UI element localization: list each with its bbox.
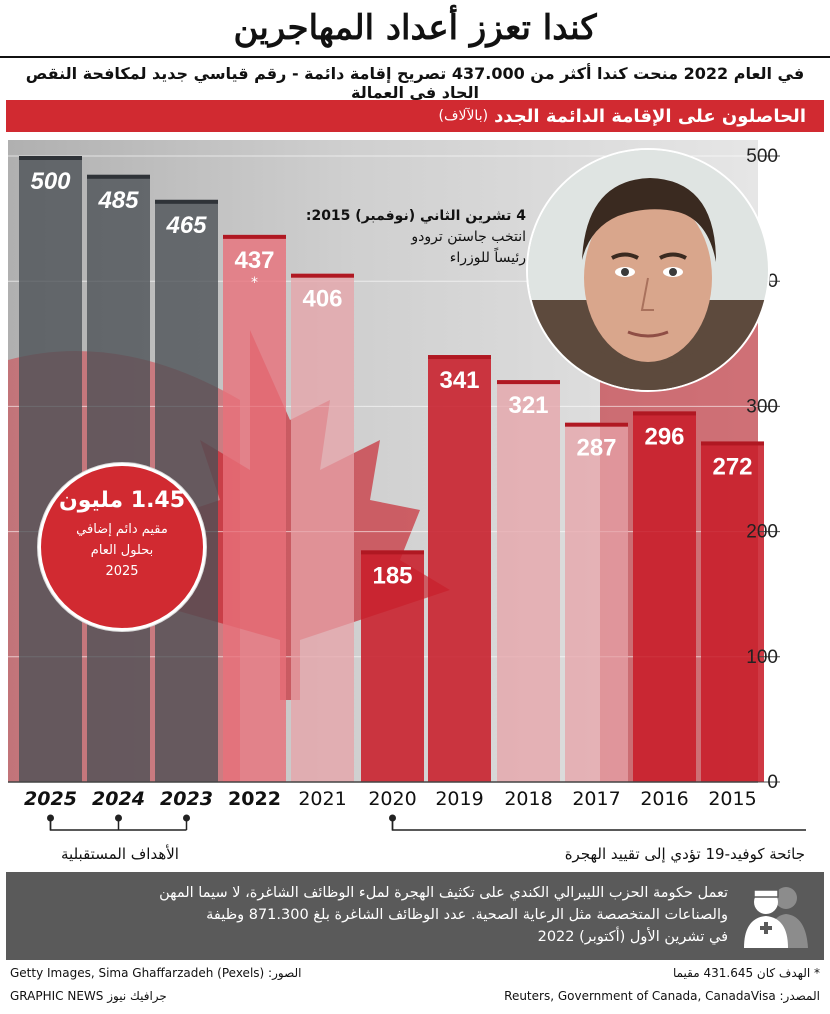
bar-value-label: 500 bbox=[30, 168, 71, 195]
stat-description: مقيم دائم إضافي بحلول العام 2025 bbox=[41, 519, 203, 582]
x-tick-label: 2021 bbox=[298, 788, 347, 810]
y-tick-label: 300 bbox=[746, 396, 778, 417]
bar-cap bbox=[701, 441, 764, 446]
covid-bracket bbox=[389, 814, 806, 831]
x-tick-label: 2019 bbox=[435, 788, 484, 810]
annotation-date: 4 تشرين الثاني (نوفمبر) 2015: bbox=[305, 208, 526, 224]
bar bbox=[565, 422, 628, 782]
graphic-news-logo: GRAPHIC NEWS جرافيك نيوز bbox=[10, 989, 167, 1003]
future-targets-label: الأهداف المستقبلية bbox=[61, 845, 179, 863]
info-text: تعمل حكومة الحزب الليبرالي الكندي على تك… bbox=[88, 882, 728, 948]
bar-value-label: 465 bbox=[165, 212, 207, 239]
covid-label: جائحة كوفيد-19 تؤدي إلى تقييد الهجرة bbox=[564, 845, 805, 863]
x-tick-label: 2025 bbox=[24, 788, 77, 810]
x-tick-label: 2020 bbox=[368, 788, 417, 810]
x-tick-label: 2017 bbox=[572, 788, 621, 810]
x-tick-label: 2015 bbox=[708, 788, 757, 810]
footnote-marker: * bbox=[251, 275, 258, 291]
future-targets-bracket bbox=[47, 814, 190, 831]
info-line-2: والصناعات المتخصصة مثل الرعاية الصحية. ع… bbox=[206, 907, 728, 923]
annotation-line-1: انتخب جاستن ترودو bbox=[411, 229, 526, 245]
election-annotation: 4 تشرين الثاني (نوفمبر) 2015: انتخب جاست… bbox=[296, 206, 526, 269]
info-line-1: تعمل حكومة الحزب الليبرالي الكندي على تك… bbox=[159, 885, 728, 901]
bar-value-label: 287 bbox=[576, 435, 616, 462]
stat-value: 1.45 مليون bbox=[58, 488, 186, 513]
annotation-line-2: رئيساً للوزراء bbox=[449, 250, 526, 266]
stat-line-3: 2025 bbox=[105, 564, 139, 579]
stat-line-2: بحلول العام bbox=[90, 543, 154, 558]
bar-value-label: 341 bbox=[439, 367, 479, 394]
footnote: * الهدف كان 431.645 مقيما bbox=[672, 966, 820, 980]
health-workers-icon bbox=[744, 887, 808, 948]
stat-circle: 1.45 مليون مقيم دائم إضافي بحلول العام 2… bbox=[38, 463, 206, 631]
page-title: كندا تعزز أعداد المهاجرين bbox=[233, 8, 597, 48]
x-tick-label: 2024 bbox=[92, 788, 145, 810]
bar bbox=[361, 550, 424, 782]
bar-value-label: 185 bbox=[372, 562, 412, 589]
y-tick-label: 100 bbox=[746, 647, 778, 668]
bar-cap bbox=[428, 355, 491, 360]
bar bbox=[633, 411, 696, 782]
x-tick-label: 2016 bbox=[640, 788, 689, 810]
chart-banner: الحاصلون على الإقامة الدائمة الجدد (بالآ… bbox=[6, 100, 824, 132]
bar-value-label: 406 bbox=[302, 286, 342, 313]
photo-credit: الصور: Getty Images, Sima Ghaffarzadeh (… bbox=[10, 966, 302, 980]
bar-cap bbox=[565, 422, 628, 427]
x-tick-label: 2023 bbox=[160, 788, 213, 810]
bar-cap bbox=[19, 156, 82, 160]
bar-cap bbox=[223, 234, 286, 239]
bar bbox=[701, 441, 764, 782]
bar bbox=[291, 273, 354, 782]
bar bbox=[19, 156, 82, 782]
y-tick-label: 200 bbox=[746, 522, 778, 543]
y-tick-label: 0 bbox=[767, 772, 778, 793]
bar-cap bbox=[87, 174, 150, 179]
bar bbox=[428, 355, 491, 782]
bar-cap bbox=[497, 380, 560, 385]
bar-cap bbox=[291, 273, 354, 278]
banner-title: الحاصلون على الإقامة الدائمة الجدد bbox=[494, 105, 806, 127]
bar bbox=[223, 234, 286, 783]
source: المصدر: Reuters, Government of Canada, C… bbox=[504, 989, 820, 1003]
justin-trudeau-portrait bbox=[526, 148, 770, 392]
title-rule bbox=[0, 56, 830, 58]
bars: 500 485 465 437* 406 185 341 321 287 296 272 bbox=[8, 156, 764, 783]
y-tick-label: 500 bbox=[746, 146, 778, 167]
page-subtitle: في العام 2022 منحت كندا أكثر من 437.000 … bbox=[25, 64, 805, 102]
x-tick-label: 2022 bbox=[228, 788, 281, 810]
bar-value-label: 296 bbox=[644, 423, 684, 450]
info-box: تعمل حكومة الحزب الليبرالي الكندي على تك… bbox=[6, 872, 824, 960]
bar-cap bbox=[361, 550, 424, 555]
bar-value-label: 485 bbox=[97, 187, 139, 214]
x-tick-label: 2018 bbox=[504, 788, 553, 810]
banner-unit: (بالآلاف) bbox=[438, 108, 489, 124]
bar bbox=[497, 380, 560, 782]
bar-value-label: 272 bbox=[712, 453, 752, 480]
period-brackets bbox=[47, 814, 806, 831]
bar-value-label: 321 bbox=[508, 392, 548, 419]
stat-line-1: مقيم دائم إضافي bbox=[76, 522, 168, 537]
info-line-3: في تشرين الأول (أكتوبر) 2022 bbox=[537, 929, 728, 945]
bar-cap bbox=[155, 199, 218, 204]
bar-value-label: 437 bbox=[234, 247, 274, 274]
bar-cap bbox=[633, 411, 696, 416]
